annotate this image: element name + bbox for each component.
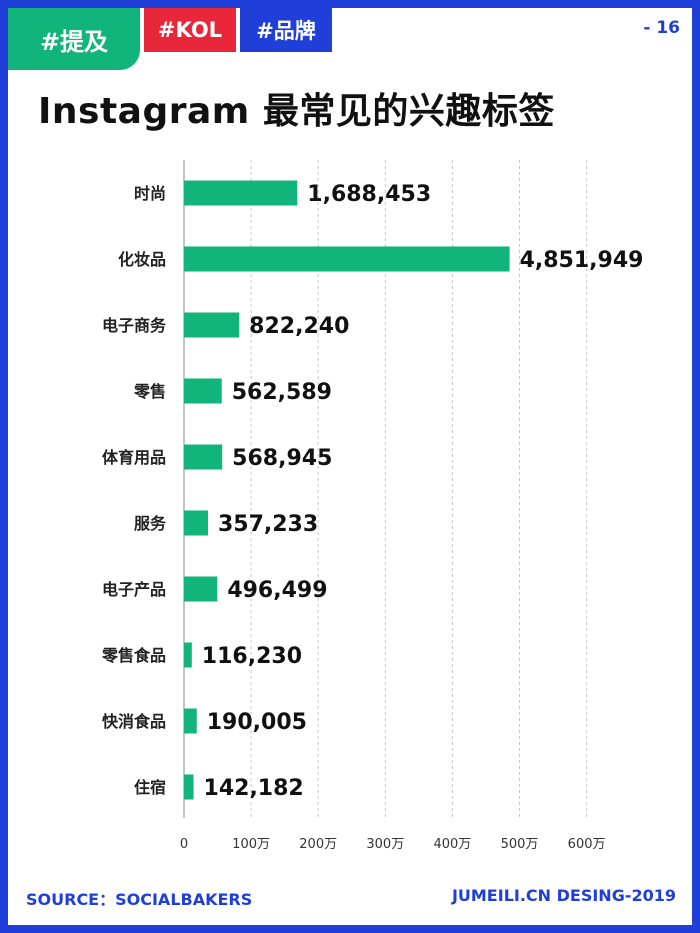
category-label: 住宿 <box>134 778 166 797</box>
bar <box>184 774 194 800</box>
value-label: 496,499 <box>227 578 327 603</box>
category-label: 电子商务 <box>102 316 167 335</box>
tag-kol[interactable]: #KOL <box>144 8 236 52</box>
chart-title: Instagram 最常见的兴趣标签 <box>38 91 555 132</box>
bar <box>184 246 510 272</box>
x-tick-label: 0 <box>180 837 188 852</box>
category-label: 快消食品 <box>102 712 166 731</box>
bar <box>184 510 208 536</box>
value-label: 190,005 <box>207 710 307 735</box>
x-tick-label: 400万 <box>433 837 471 852</box>
value-label: 822,240 <box>249 314 349 339</box>
bar <box>184 378 222 404</box>
category-label: 服务 <box>134 514 167 533</box>
value-label: 568,945 <box>232 446 332 471</box>
value-label: 562,589 <box>232 380 332 405</box>
bar <box>184 312 240 338</box>
page-number: - 16 <box>643 18 680 38</box>
tag-brand[interactable]: #品牌 <box>240 8 332 52</box>
bar <box>184 708 197 734</box>
value-label: 142,182 <box>204 776 304 801</box>
tag-mention[interactable]: #提及 <box>8 8 140 70</box>
category-label: 电子产品 <box>102 580 166 599</box>
bar <box>184 576 218 602</box>
value-label: 4,851,949 <box>520 248 644 273</box>
credit-note: JUMEILI.CN DESING-2019 <box>451 886 676 905</box>
value-label: 1,688,453 <box>307 182 431 207</box>
bar <box>184 642 192 668</box>
value-label: 357,233 <box>218 512 318 537</box>
bar <box>184 444 223 470</box>
bar-chart: 0 100万 200万 300万 400万 500万 600万 时尚 1,688,453 化妆品 4… <box>101 160 644 852</box>
category-label: 时尚 <box>134 184 166 203</box>
category-label: 体育用品 <box>102 448 166 467</box>
x-tick-label: 100万 <box>232 837 270 852</box>
value-label: 116,230 <box>202 644 302 669</box>
category-label: 零售食品 <box>101 646 166 665</box>
tag-tabs: #提及 #KOL #品牌 <box>8 8 332 70</box>
x-tick-label: 300万 <box>366 837 404 852</box>
x-tick-label: 200万 <box>299 837 337 852</box>
x-tick-label: 500万 <box>501 837 539 852</box>
bar <box>184 180 298 206</box>
source-note: SOURCE：SOCIALBAKERS <box>26 890 253 909</box>
category-label: 化妆品 <box>118 250 166 269</box>
x-tick-label: 600万 <box>568 837 606 852</box>
category-label: 零售 <box>133 382 166 401</box>
